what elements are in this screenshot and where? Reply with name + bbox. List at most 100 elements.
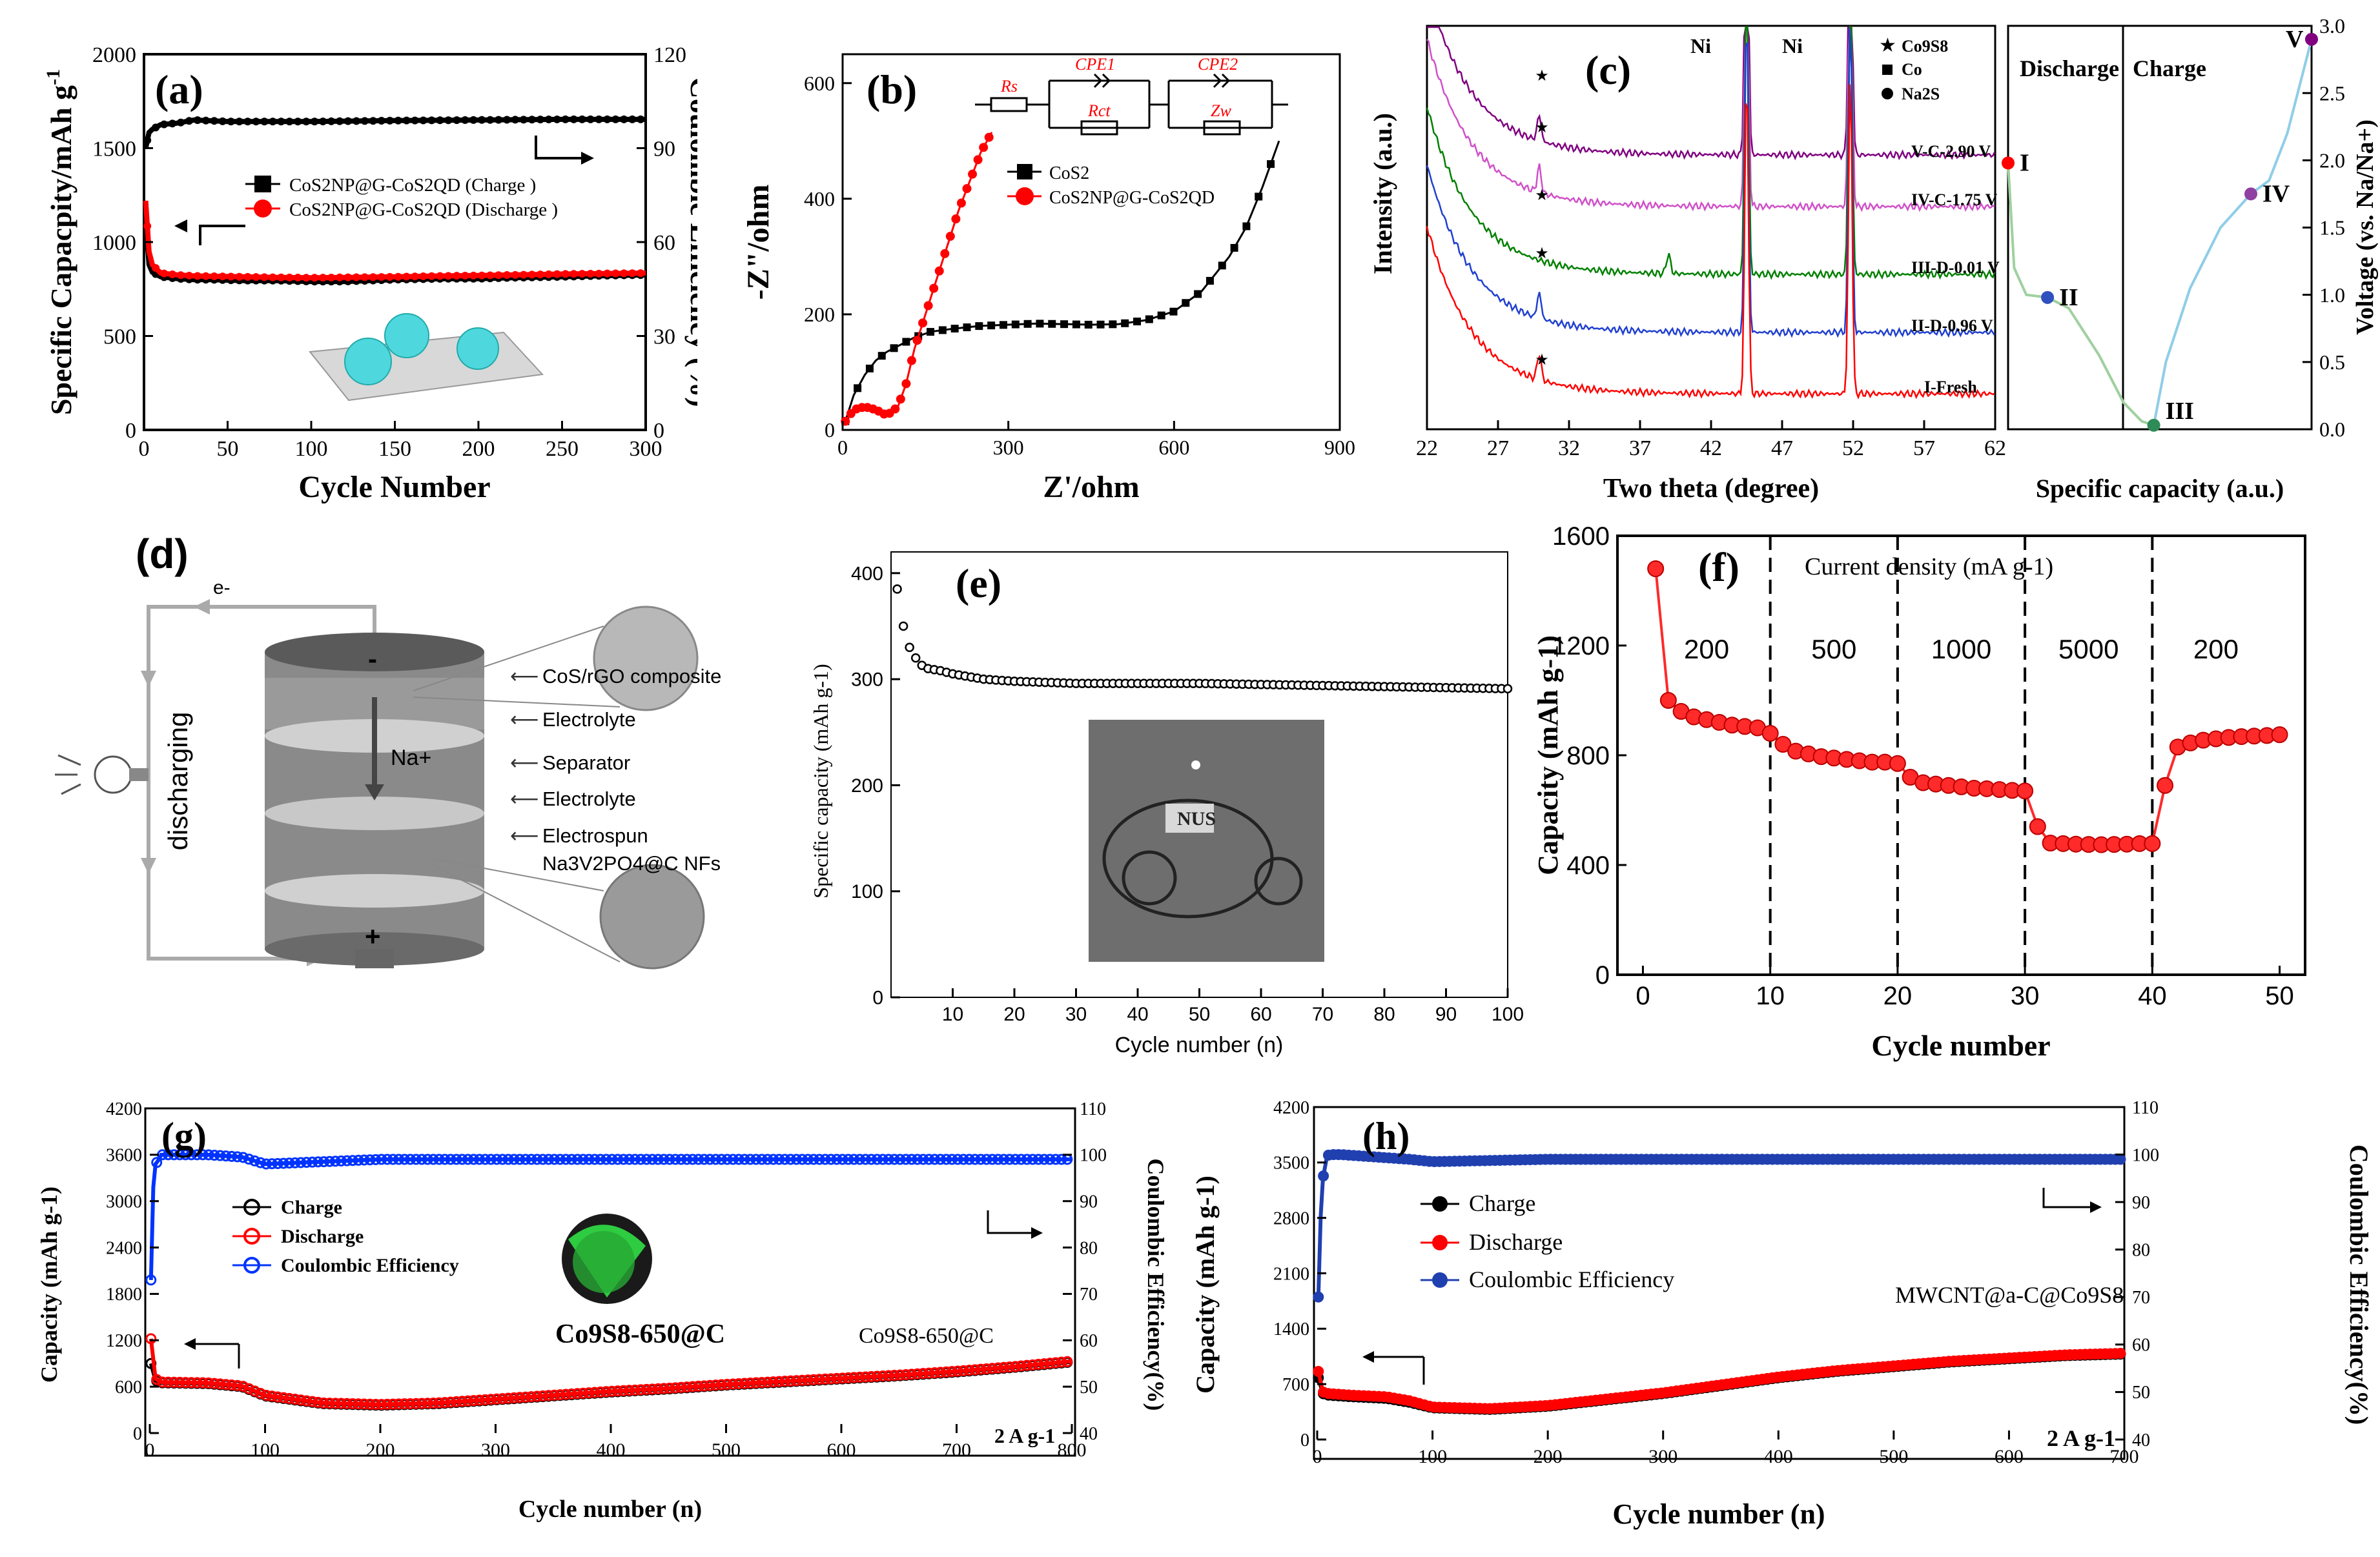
data-point [715, 1154, 727, 1165]
x-tick-label: 50 [1189, 1004, 1210, 1025]
data-point [606, 1154, 618, 1165]
y-tick-label: 3.0 [2319, 14, 2345, 37]
data-point [553, 270, 561, 278]
legend-dot-icon [1882, 88, 1893, 99]
data-point [894, 1154, 906, 1165]
y-ticks: 0 100 200 300 400 [851, 563, 900, 1009]
y-tick-label: 3500 [1273, 1154, 1309, 1174]
region-charge: Charge [2133, 56, 2206, 81]
x-ticks: 0 300 600 900 [837, 421, 1355, 459]
data-point [369, 273, 377, 281]
y-tick-label: 600 [804, 72, 835, 95]
data-point [422, 1154, 433, 1165]
data-point [618, 1154, 630, 1165]
data-point [163, 1376, 174, 1388]
layer-electrolyte-bottom [265, 874, 484, 908]
y-tick-label: 0 [872, 988, 883, 1009]
data-point [266, 1390, 278, 1402]
data-point [611, 269, 620, 278]
y-tick-label: 90 [653, 137, 675, 161]
data-point [478, 116, 486, 124]
data-point [612, 1154, 624, 1165]
data-point [191, 1149, 203, 1161]
arrow-left-icon [194, 599, 210, 615]
data-point [214, 1378, 226, 1390]
y-tick-label: 4200 [1273, 1098, 1309, 1118]
circuit-zw: Zw [1211, 101, 1231, 120]
data-point [252, 117, 260, 126]
data-point [687, 1381, 699, 1392]
data-point [1761, 725, 1779, 742]
data-point [478, 271, 486, 280]
x-tick-label: 0 [1636, 982, 1650, 1010]
data-point [571, 1388, 583, 1399]
light-bulb-icon [55, 754, 149, 795]
legend-cos2: CoS2 [1049, 163, 1089, 183]
data-point [1010, 1154, 1021, 1165]
data-point [652, 1154, 664, 1165]
x-tick-label: 800 [1058, 1440, 1087, 1461]
arrow-left-icon: ⟵ [510, 788, 539, 810]
data-point [2157, 777, 2174, 794]
data-point [946, 1154, 958, 1165]
data-point [992, 1362, 1004, 1374]
data-point [169, 270, 177, 279]
trace-label-iv: IV-C-1.75 V [1911, 190, 1998, 209]
data-point [402, 116, 411, 125]
data-point [214, 1150, 226, 1161]
data-point [536, 270, 544, 279]
data-point [929, 1367, 941, 1378]
data-point-np [945, 232, 955, 241]
data-point [1044, 1154, 1056, 1165]
data-point [544, 116, 553, 124]
data-point [502, 1154, 514, 1165]
data-point [419, 272, 427, 281]
data-point [624, 1385, 635, 1396]
arrow-left-icon: ⟵ [510, 665, 539, 687]
xrd-trace [1426, 26, 1995, 212]
data-point [1313, 1366, 1324, 1378]
data-point [871, 1154, 883, 1165]
data-point [561, 115, 569, 123]
x-tick-label: 600 [1995, 1446, 2024, 1467]
data-point [528, 270, 536, 279]
y-tick-label: 200 [851, 775, 883, 797]
trace-label-ii: II-D-0.96 V [1911, 316, 1993, 335]
data-point [1659, 692, 1677, 709]
layer-label-cathode: Na3V2PO4@C NFs [542, 852, 721, 875]
data-point-cos2 [1096, 320, 1105, 329]
data-point [313, 1396, 324, 1408]
x-ticks: 10 20 30 40 50 60 70 80 90 100 [942, 988, 1524, 1025]
legend-discharge: Discharge [1469, 1229, 1563, 1255]
data-point [848, 1154, 860, 1165]
data-point [511, 116, 519, 124]
data-point [180, 1377, 191, 1389]
data-point [808, 1374, 819, 1385]
data-point-cos2 [1230, 243, 1238, 252]
battery-terminal [355, 949, 394, 968]
y-ticks: 0 200 400 600 [804, 72, 852, 442]
y-tick-label: 0 [1595, 961, 1610, 990]
data-point [693, 1154, 704, 1165]
data-point-cos2 [877, 352, 886, 360]
data-point [1021, 1359, 1032, 1371]
data-point [479, 1154, 491, 1165]
data-point [693, 1380, 704, 1392]
data-point [727, 1378, 739, 1390]
x-tick-label: 400 [597, 1440, 626, 1461]
data-point [335, 1155, 347, 1166]
data-point [269, 273, 277, 281]
data-point [385, 116, 394, 125]
data-point [319, 117, 327, 126]
state-label: II [2059, 284, 2078, 311]
region-discharge: Discharge [2020, 56, 2119, 81]
data-point-cos2 [963, 323, 971, 332]
legend-ce: Coulombic Efficiency [281, 1255, 459, 1276]
data-point [382, 1398, 393, 1410]
data-point [254, 1387, 266, 1399]
data-point [1044, 1358, 1056, 1369]
trace-label-i: I-Fresh [1924, 378, 1977, 396]
data-point [526, 1154, 537, 1165]
y-tick-label: 40 [1080, 1424, 1098, 1444]
data-point-np [912, 336, 922, 345]
